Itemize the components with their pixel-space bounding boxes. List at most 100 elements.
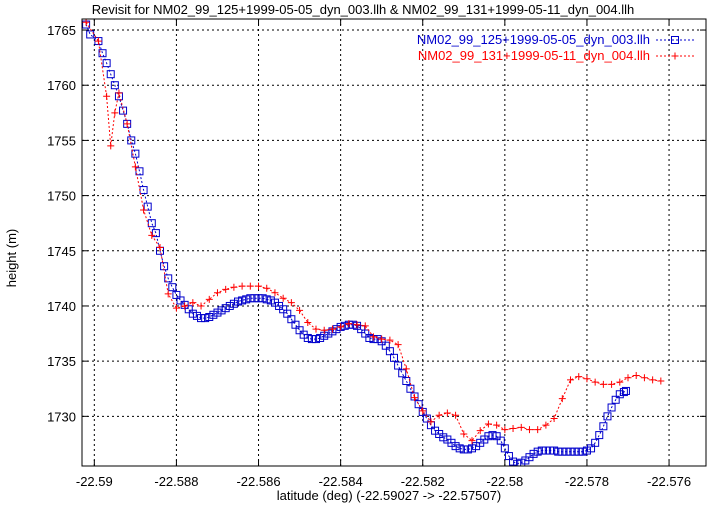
data-point bbox=[135, 167, 144, 176]
data-point bbox=[671, 52, 679, 60]
series-1 bbox=[82, 20, 630, 466]
axis-ticks: -22.59 -22.588 -22.586 -22.584 -22.582 -22.58… bbox=[47, 19, 706, 489]
y-tick-label: 1760 bbox=[47, 78, 76, 93]
data-point bbox=[554, 447, 563, 456]
data-point bbox=[439, 433, 448, 442]
data-point bbox=[316, 333, 325, 342]
data-point bbox=[250, 294, 259, 303]
data-point bbox=[574, 447, 583, 456]
x-tick-label: -22.584 bbox=[319, 474, 363, 489]
data-point bbox=[427, 418, 435, 426]
data-point bbox=[82, 19, 90, 26]
data-point bbox=[476, 427, 484, 435]
data-point bbox=[492, 432, 501, 441]
data-point bbox=[443, 409, 451, 417]
data-point bbox=[414, 400, 423, 409]
data-point bbox=[279, 294, 287, 302]
data-point bbox=[324, 329, 333, 338]
data-point bbox=[184, 305, 193, 314]
data-point bbox=[143, 202, 152, 211]
data-point bbox=[504, 452, 513, 461]
data-point bbox=[463, 445, 472, 454]
x-tick-label: -22.582 bbox=[401, 474, 445, 489]
data-point bbox=[411, 394, 419, 402]
data-point bbox=[381, 341, 390, 350]
data-point bbox=[168, 283, 177, 292]
data-point bbox=[255, 282, 263, 290]
data-point bbox=[624, 374, 632, 382]
series-layer bbox=[82, 19, 665, 466]
data-point bbox=[537, 446, 546, 455]
data-point bbox=[513, 459, 522, 466]
data-point bbox=[296, 306, 304, 314]
data-point bbox=[591, 378, 599, 386]
legend: NM02_99_125+1999-05-05_dyn_003.llhNM02_9… bbox=[417, 32, 694, 63]
data-point bbox=[234, 297, 242, 306]
x-tick-label: -22.59 bbox=[76, 474, 113, 489]
y-tick-label: 1735 bbox=[47, 354, 76, 369]
data-point bbox=[131, 163, 139, 171]
data-point bbox=[451, 442, 460, 451]
data-point bbox=[619, 388, 628, 397]
data-point bbox=[201, 314, 210, 323]
data-point bbox=[320, 326, 328, 334]
data-point bbox=[398, 369, 407, 378]
data-point bbox=[110, 81, 119, 90]
data-point bbox=[111, 109, 119, 117]
data-point bbox=[147, 219, 156, 228]
data-point bbox=[172, 290, 181, 299]
data-point bbox=[468, 444, 476, 453]
data-point bbox=[607, 403, 616, 412]
data-point bbox=[115, 89, 123, 97]
data-point bbox=[246, 282, 254, 290]
data-point bbox=[385, 347, 394, 356]
data-point bbox=[197, 314, 206, 323]
chart-title: Revisit for NM02_99_125+1999-05-05_dyn_0… bbox=[92, 2, 635, 17]
data-point bbox=[328, 325, 336, 333]
data-point bbox=[102, 59, 111, 68]
data-point bbox=[657, 377, 665, 385]
data-point bbox=[357, 325, 366, 334]
data-point bbox=[591, 438, 600, 447]
data-point bbox=[390, 353, 398, 362]
data-point bbox=[533, 447, 542, 456]
data-point bbox=[262, 295, 271, 304]
data-point bbox=[151, 229, 160, 238]
y-tick-label: 1745 bbox=[47, 244, 76, 259]
data-point bbox=[550, 446, 559, 455]
data-point bbox=[550, 415, 558, 423]
y-tick-label: 1740 bbox=[47, 299, 76, 314]
data-point bbox=[562, 447, 571, 456]
x-tick-label: -22.58 bbox=[486, 474, 523, 489]
data-point bbox=[164, 290, 172, 298]
data-point bbox=[258, 294, 267, 303]
data-point bbox=[246, 294, 255, 303]
data-point bbox=[369, 333, 377, 341]
data-point bbox=[312, 325, 320, 333]
data-point bbox=[127, 136, 136, 145]
data-point bbox=[188, 309, 197, 318]
data-point bbox=[500, 444, 509, 453]
data-point bbox=[525, 426, 533, 434]
y-tick-label: 1730 bbox=[47, 409, 76, 424]
data-point bbox=[534, 426, 542, 434]
data-point bbox=[291, 320, 300, 329]
data-point bbox=[287, 315, 296, 324]
data-point bbox=[509, 424, 517, 432]
data-point bbox=[394, 341, 402, 349]
legend-label: NM02_99_131+1999-05-11_dyn_004.llh bbox=[418, 48, 650, 63]
data-point bbox=[365, 333, 374, 342]
data-point bbox=[488, 431, 497, 440]
data-point bbox=[242, 295, 251, 304]
x-tick-label: -22.586 bbox=[236, 474, 280, 489]
data-point bbox=[468, 437, 476, 445]
data-point bbox=[496, 436, 505, 445]
data-point bbox=[131, 149, 140, 158]
data-point bbox=[172, 304, 180, 312]
data-point bbox=[616, 378, 624, 386]
data-point bbox=[484, 420, 492, 428]
data-point bbox=[283, 309, 292, 318]
data-point bbox=[225, 301, 234, 310]
data-point bbox=[517, 423, 525, 431]
